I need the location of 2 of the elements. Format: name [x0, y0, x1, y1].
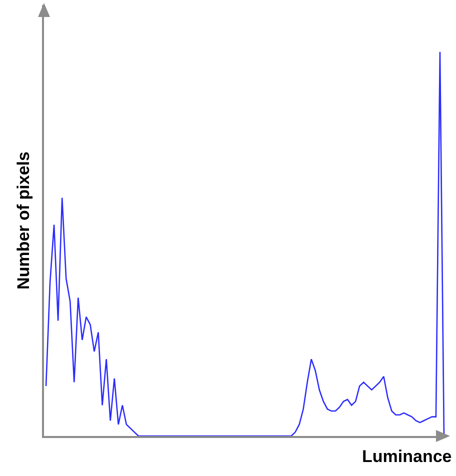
- y-axis-title: Number of pixels: [14, 152, 34, 290]
- x-axis-title: Luminance: [362, 447, 452, 466]
